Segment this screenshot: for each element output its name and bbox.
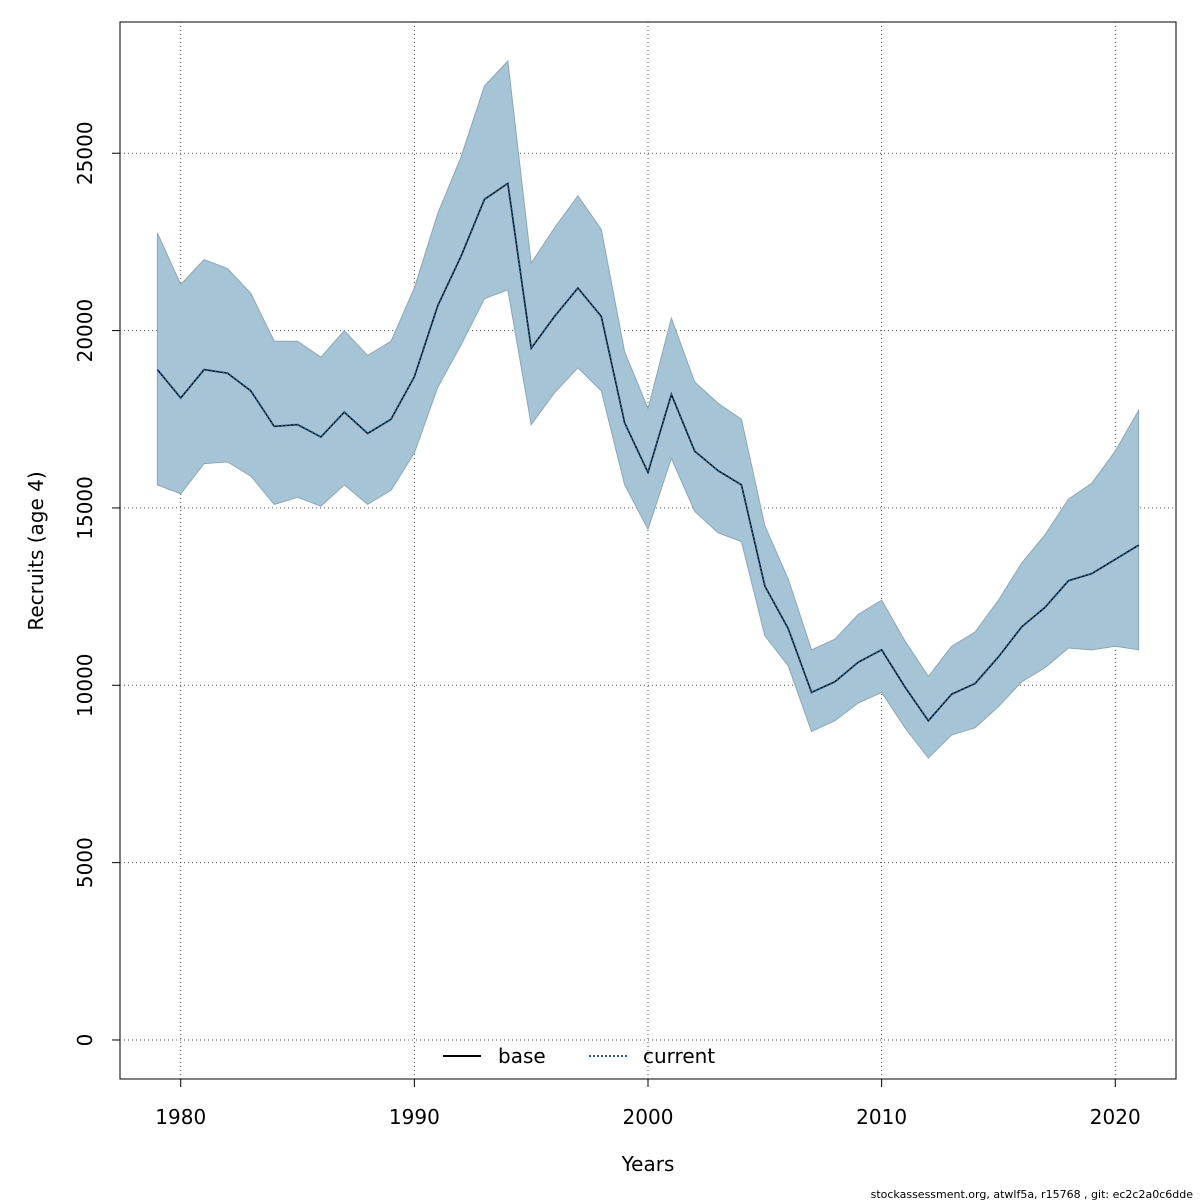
footer-note: stockassessment.org, atwlf5a, r15768 , g… bbox=[871, 1188, 1194, 1200]
y-tick-label-15000: 15000 bbox=[73, 476, 97, 540]
y-axis-title: Recruits (age 4) bbox=[24, 471, 48, 630]
x-axis: 1980 1990 2000 2010 2020 bbox=[155, 1079, 1141, 1129]
confidence-band bbox=[156, 59, 1140, 759]
y-tick-label-0: 0 bbox=[73, 1034, 97, 1047]
x-tick-label-2020: 2020 bbox=[1090, 1105, 1141, 1129]
grid-layer bbox=[120, 22, 1176, 1079]
y-tick-label-25000: 25000 bbox=[73, 121, 97, 185]
x-tick-label-1980: 1980 bbox=[155, 1105, 206, 1129]
x-tick-label-2010: 2010 bbox=[856, 1105, 907, 1129]
confidence-band-layer bbox=[156, 59, 1140, 759]
series-layer bbox=[156, 181, 1140, 723]
y-tick-label-10000: 10000 bbox=[73, 653, 97, 717]
x-tick-label-2000: 2000 bbox=[623, 1105, 674, 1129]
series-line-current bbox=[156, 181, 1140, 723]
x-tick-label-1990: 1990 bbox=[389, 1105, 440, 1129]
legend: base current bbox=[443, 1044, 715, 1068]
y-axis: 0 5000 10000 15000 20000 25000 bbox=[73, 121, 120, 1046]
legend-current-label: current bbox=[643, 1044, 715, 1068]
y-tick-label-20000: 20000 bbox=[73, 299, 97, 363]
legend-base-label: base bbox=[498, 1044, 546, 1068]
y-tick-label-5000: 5000 bbox=[73, 837, 97, 888]
x-axis-title: Years bbox=[621, 1152, 675, 1176]
